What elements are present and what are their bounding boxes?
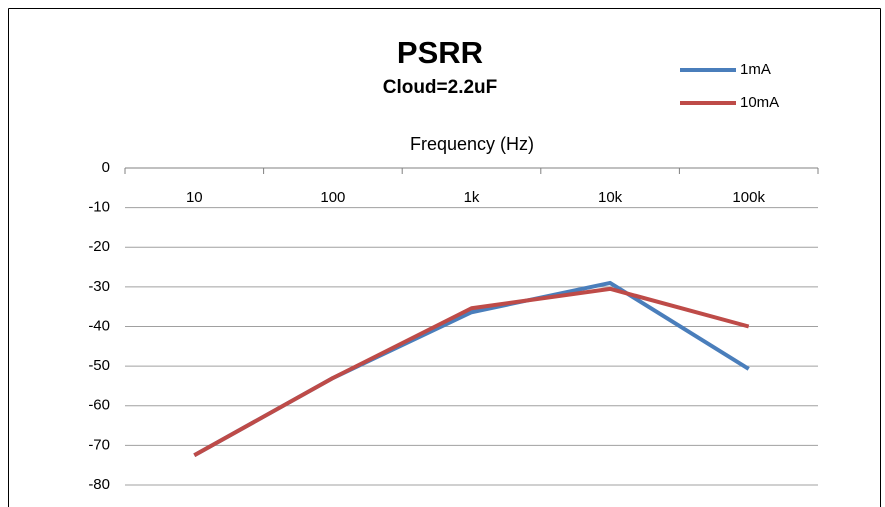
x-tick-label: 1k <box>464 189 480 206</box>
y-tick-label: -40 <box>88 317 110 334</box>
y-tick-label: -50 <box>88 357 110 374</box>
y-tick-label: -80 <box>88 476 110 493</box>
series-line <box>193 286 750 458</box>
legend-label: 10mA <box>740 94 779 111</box>
y-tick-label: -70 <box>88 436 110 453</box>
y-tick-label: -30 <box>88 278 110 295</box>
x-tick-label: 100k <box>732 189 765 206</box>
y-tick-label: -10 <box>88 199 110 216</box>
x-tick-label: 10 <box>186 189 203 206</box>
chart-subtitle: Cloud=2.2uF <box>383 77 498 98</box>
y-tick-label: -60 <box>88 397 110 414</box>
x-tick-label: 100 <box>320 189 345 206</box>
legend-label: 1mA <box>740 61 771 78</box>
y-tick-label: -20 <box>88 238 110 255</box>
chart-title: PSRR <box>397 35 483 70</box>
x-tick-label: 10k <box>598 189 623 206</box>
x-axis-label: Frequency (Hz) <box>410 134 534 154</box>
y-tick-label: 0 <box>102 159 110 176</box>
